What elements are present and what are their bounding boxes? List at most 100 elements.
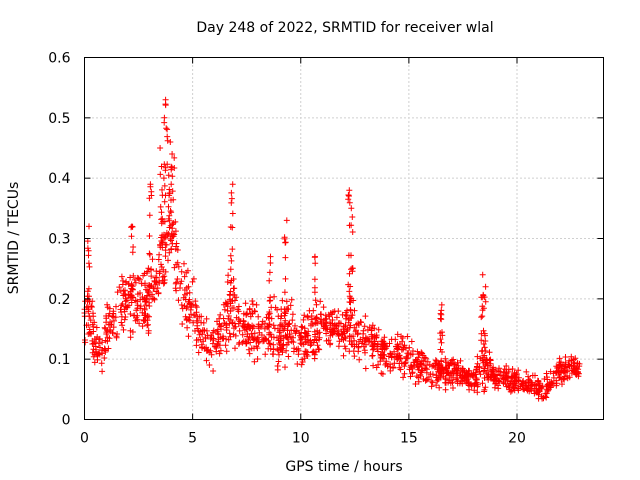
data-point xyxy=(148,192,155,199)
data-point xyxy=(437,336,444,343)
data-point xyxy=(114,289,121,296)
data-point xyxy=(179,321,186,327)
data-point xyxy=(165,215,172,222)
data-point xyxy=(371,340,378,347)
data-point xyxy=(550,380,557,387)
data-point xyxy=(394,345,400,352)
data-point xyxy=(282,275,289,282)
data-point xyxy=(298,323,305,330)
data-point xyxy=(391,348,398,355)
data-point xyxy=(491,372,498,379)
data-point xyxy=(84,288,91,295)
data-point xyxy=(573,370,580,377)
data-point xyxy=(568,357,575,364)
data-point xyxy=(177,280,184,287)
data-point xyxy=(347,299,354,306)
data-point xyxy=(94,334,101,340)
data-point xyxy=(392,354,399,361)
data-point xyxy=(442,355,449,362)
data-point xyxy=(169,230,176,237)
data-point xyxy=(262,335,269,342)
data-point xyxy=(247,313,254,320)
data-point xyxy=(85,260,92,267)
data-point xyxy=(271,325,278,332)
data-point xyxy=(406,344,413,351)
data-point xyxy=(470,370,477,377)
data-point xyxy=(156,251,163,258)
y-tick-label: 0.2 xyxy=(48,292,70,308)
data-point xyxy=(316,346,323,353)
data-point xyxy=(279,342,286,349)
data-point xyxy=(85,247,92,254)
data-point xyxy=(479,380,486,387)
data-point xyxy=(89,341,96,347)
data-point xyxy=(195,349,202,356)
data-point xyxy=(253,301,260,308)
data-point xyxy=(131,312,138,319)
data-point xyxy=(459,365,466,372)
data-point xyxy=(562,363,569,370)
data-point xyxy=(200,338,207,345)
data-point xyxy=(417,371,424,378)
data-point xyxy=(535,391,542,398)
data-point xyxy=(316,334,323,341)
data-point xyxy=(456,380,463,387)
data-point xyxy=(153,274,160,281)
data-point xyxy=(158,209,165,216)
data-point xyxy=(160,175,167,182)
data-point xyxy=(511,377,518,384)
data-point xyxy=(239,331,246,338)
data-point xyxy=(329,311,335,318)
data-point xyxy=(335,333,342,339)
data-point xyxy=(223,348,230,355)
data-point xyxy=(192,312,199,319)
y-tick-label: 0.1 xyxy=(48,352,70,368)
data-point xyxy=(220,301,227,308)
data-point xyxy=(112,314,119,321)
data-point xyxy=(173,243,180,250)
data-point xyxy=(419,350,426,357)
data-point xyxy=(562,354,569,360)
data-point xyxy=(180,294,187,301)
data-point xyxy=(179,305,186,312)
data-point xyxy=(285,353,292,360)
data-point xyxy=(465,374,472,381)
data-point xyxy=(217,311,224,318)
data-point xyxy=(308,313,315,319)
data-point xyxy=(267,341,274,347)
data-point xyxy=(248,345,255,352)
data-point xyxy=(480,341,487,347)
data-point xyxy=(254,345,261,352)
data-point xyxy=(279,297,286,304)
data-point xyxy=(338,336,345,343)
data-point xyxy=(102,325,109,332)
data-point xyxy=(337,320,344,327)
data-point xyxy=(378,338,385,345)
data-point xyxy=(446,362,453,369)
data-point xyxy=(181,260,187,267)
data-point xyxy=(119,322,126,329)
data-point xyxy=(146,303,153,309)
data-point xyxy=(519,378,526,385)
data-point xyxy=(218,326,224,333)
data-point xyxy=(113,303,119,310)
data-point xyxy=(119,281,126,288)
data-point xyxy=(262,320,268,327)
data-point xyxy=(86,223,92,230)
data-point xyxy=(130,272,137,279)
data-point xyxy=(299,324,306,331)
data-point xyxy=(84,296,91,303)
data-point xyxy=(98,347,105,354)
data-point xyxy=(139,294,146,300)
data-point xyxy=(82,339,89,346)
data-point xyxy=(266,277,273,284)
data-point xyxy=(252,308,258,315)
data-point xyxy=(159,215,166,222)
data-point xyxy=(256,329,263,336)
data-point xyxy=(523,383,530,390)
data-point xyxy=(349,265,356,272)
data-point xyxy=(240,310,247,317)
data-point xyxy=(317,298,324,305)
data-point xyxy=(360,343,367,350)
data-point xyxy=(101,355,108,361)
